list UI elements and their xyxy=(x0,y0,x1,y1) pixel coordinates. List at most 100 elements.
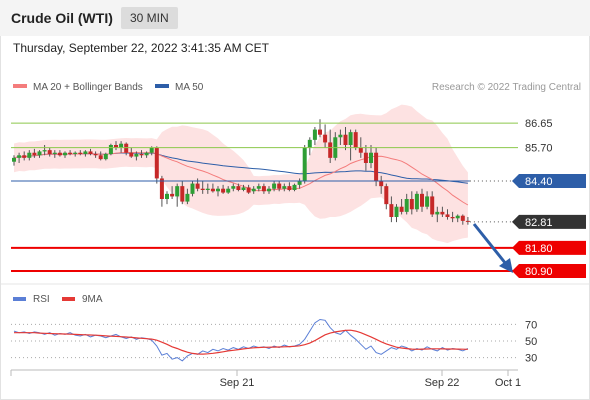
candle-body xyxy=(37,151,42,156)
candle-body xyxy=(124,143,129,153)
candle-body xyxy=(465,220,470,222)
candle xyxy=(47,147,52,157)
candle xyxy=(170,186,175,199)
candle-body xyxy=(369,152,373,163)
candle-body xyxy=(83,151,88,154)
candle xyxy=(124,142,129,156)
candle xyxy=(73,151,78,157)
candle-body xyxy=(98,155,103,160)
candle-body xyxy=(68,152,73,154)
candle-body xyxy=(78,152,83,154)
candle-body xyxy=(149,147,154,153)
candle xyxy=(37,150,42,158)
candle-body xyxy=(435,211,440,215)
credit-text: Research © 2022 Trading Central xyxy=(432,82,581,93)
candle-body xyxy=(52,152,57,154)
candle xyxy=(302,145,307,184)
candle xyxy=(144,151,149,158)
candle-body xyxy=(210,188,215,192)
candle xyxy=(226,186,231,194)
candle-body xyxy=(420,193,424,207)
candle-body xyxy=(409,199,414,210)
level-tag xyxy=(512,240,586,255)
candle-body xyxy=(190,183,195,194)
candle-body xyxy=(57,152,62,156)
x-tick-label: Sep 22 xyxy=(425,377,460,389)
header-bar: Crude Oil (WTI) 30 MIN xyxy=(0,0,590,36)
candle-body xyxy=(119,143,124,148)
candle-body xyxy=(154,147,159,179)
candle xyxy=(42,145,47,156)
candle xyxy=(27,150,32,161)
candle xyxy=(338,129,343,145)
level-label: 84.40 xyxy=(525,176,553,188)
candle-body xyxy=(302,147,307,181)
candle xyxy=(154,146,159,184)
candle-body xyxy=(363,152,368,163)
rsi-ma-line xyxy=(14,329,468,355)
candle xyxy=(256,183,261,192)
candle xyxy=(210,183,215,193)
legend-label-9ma: 9MA xyxy=(82,294,103,305)
candle-body xyxy=(374,152,379,181)
x-tick-label: Oct 1 xyxy=(495,377,521,389)
candle-body xyxy=(455,215,460,219)
candle xyxy=(277,181,282,192)
price-plot xyxy=(12,104,470,244)
candle xyxy=(246,184,251,194)
candle xyxy=(251,186,256,194)
interval-selector[interactable]: 30 MIN xyxy=(121,7,178,29)
legend-swatch-rsi xyxy=(13,297,26,301)
candle xyxy=(409,191,414,215)
level-label: 85.70 xyxy=(525,143,553,155)
x-tick-label: Sep 21 xyxy=(220,377,255,389)
legend-label-bollinger: MA 20 + Bollinger Bands xyxy=(33,82,143,93)
candle-body xyxy=(384,186,389,205)
candle-body xyxy=(114,145,118,148)
candle xyxy=(88,148,93,156)
candle xyxy=(379,175,384,194)
candle xyxy=(261,183,266,194)
legend-label-ma50: MA 50 xyxy=(175,82,204,93)
candle-body xyxy=(404,199,409,212)
candle xyxy=(93,151,98,158)
candle xyxy=(394,204,399,223)
candle xyxy=(180,181,185,205)
candle xyxy=(267,186,271,194)
candle-body xyxy=(267,188,271,192)
legend-label-rsi: RSI xyxy=(33,294,50,305)
candle xyxy=(455,214,460,223)
candle xyxy=(175,183,180,207)
candle-body xyxy=(32,152,37,156)
candle xyxy=(241,184,246,192)
candle xyxy=(216,186,220,197)
candle xyxy=(185,188,190,205)
legend-swatch-bollinger xyxy=(13,84,27,88)
candle xyxy=(363,145,368,171)
candle xyxy=(328,129,333,163)
candle-body xyxy=(389,204,394,217)
candle-body xyxy=(460,215,465,221)
candle xyxy=(98,151,103,161)
candle xyxy=(200,181,205,194)
candle-body xyxy=(307,139,312,148)
candle-body xyxy=(246,187,251,193)
level-label: 81.80 xyxy=(525,243,553,255)
candle xyxy=(389,196,394,223)
candle xyxy=(103,152,108,161)
candle-body xyxy=(108,145,113,154)
candle xyxy=(57,150,62,157)
candle xyxy=(318,119,322,138)
candle-body xyxy=(292,184,297,190)
candle xyxy=(445,209,450,220)
price-levels: 86.65 85.70 84.40 82.81 81.80 80.90 xyxy=(11,118,586,278)
candle-body xyxy=(175,186,180,197)
candle xyxy=(52,150,57,158)
candle-body xyxy=(425,196,430,207)
rsi-tick-label: 50 xyxy=(525,336,537,348)
candle xyxy=(312,127,317,145)
candle xyxy=(190,181,195,197)
candle-body xyxy=(27,152,32,158)
candle xyxy=(272,181,277,192)
candle-body xyxy=(445,214,450,217)
